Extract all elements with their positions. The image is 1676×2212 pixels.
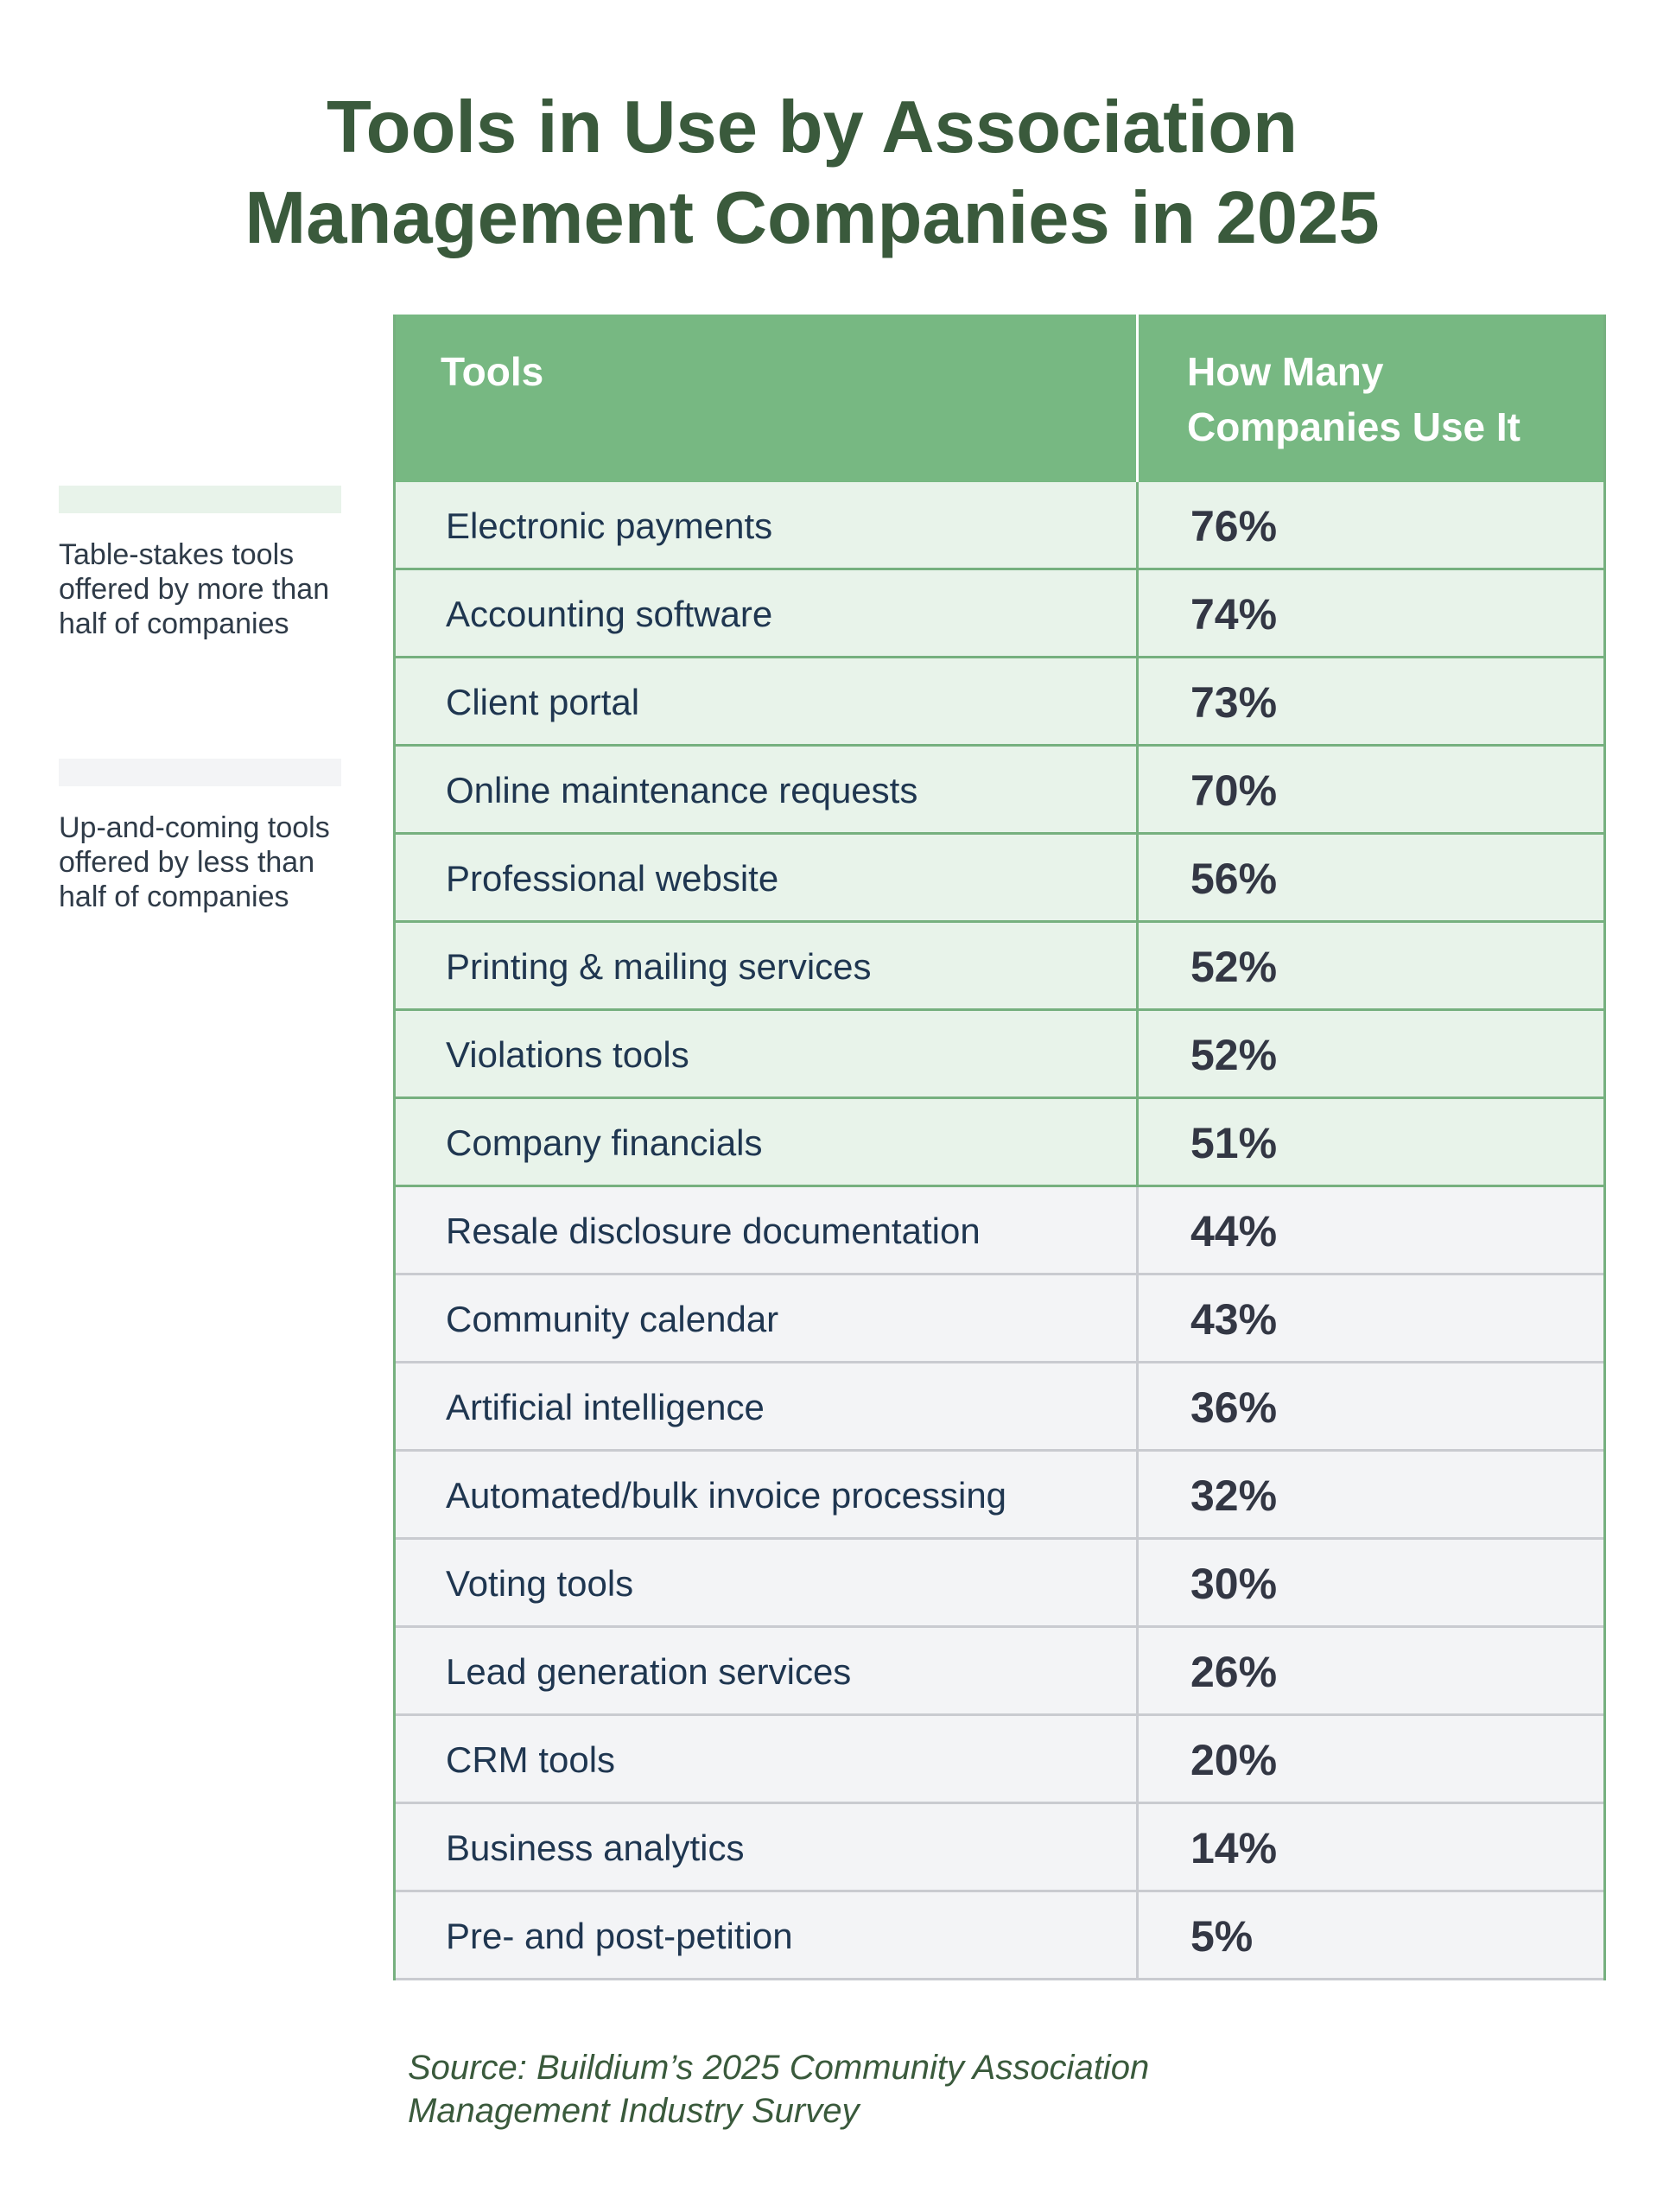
tools-table: Tools How Many Companies Use It Electron… bbox=[393, 315, 1606, 1980]
usage-percentage: 26% bbox=[1190, 1648, 1278, 1696]
tool-name: Professional website bbox=[396, 835, 1139, 920]
tool-name: Online maintenance requests bbox=[396, 747, 1139, 832]
table-row: Lead generation services 26% bbox=[396, 1628, 1603, 1716]
usage-percentage: 52% bbox=[1190, 943, 1278, 991]
legend-label-up-and-coming: Up-and-coming tools offered by less than… bbox=[59, 811, 330, 913]
usage-percentage: 76% bbox=[1190, 502, 1278, 550]
usage-percentage: 5% bbox=[1190, 1912, 1254, 1961]
usage-percentage: 74% bbox=[1190, 590, 1278, 639]
page-title: Tools in Use by Association Management C… bbox=[0, 82, 1624, 264]
tool-name: Resale disclosure documentation bbox=[396, 1187, 1139, 1273]
table-row: Online maintenance requests 70% bbox=[396, 747, 1603, 835]
tool-name: Voting tools bbox=[396, 1540, 1139, 1625]
table-row: Artificial intelligence 36% bbox=[396, 1363, 1603, 1452]
usage-percentage: 44% bbox=[1190, 1207, 1278, 1255]
legend-swatch-up-and-coming bbox=[59, 759, 341, 786]
legend-item-up-and-coming: Up-and-coming tools offered by less than… bbox=[59, 759, 352, 914]
tool-name: Lead generation services bbox=[396, 1628, 1139, 1713]
legend-swatch-table-stakes bbox=[59, 486, 341, 513]
table-header: Tools How Many Companies Use It bbox=[396, 315, 1603, 482]
table-row: Violations tools 52% bbox=[396, 1011, 1603, 1099]
legend-item-table-stakes: Table-stakes tools offered by more than … bbox=[59, 486, 352, 641]
tool-name: Pre- and post-petition bbox=[396, 1892, 1139, 1978]
column-header-tools: Tools bbox=[396, 315, 1139, 482]
tool-name: Accounting software bbox=[396, 570, 1139, 656]
table-body: Electronic payments 76% Accounting softwar… bbox=[396, 482, 1603, 1980]
table-row: Electronic payments 76% bbox=[396, 482, 1603, 570]
tool-name: Electronic payments bbox=[396, 482, 1139, 568]
tool-name: Automated/bulk invoice processing bbox=[396, 1452, 1139, 1537]
table-row: Resale disclosure documentation 44% bbox=[396, 1187, 1603, 1275]
usage-percentage: 32% bbox=[1190, 1471, 1278, 1520]
usage-percentage: 14% bbox=[1190, 1824, 1278, 1872]
legend-label-table-stakes: Table-stakes tools offered by more than … bbox=[59, 538, 330, 640]
table-row: Voting tools 30% bbox=[396, 1540, 1603, 1628]
tool-name: Client portal bbox=[396, 658, 1139, 744]
usage-percentage: 20% bbox=[1190, 1736, 1278, 1784]
usage-percentage: 30% bbox=[1190, 1560, 1278, 1608]
table-row: Client portal 73% bbox=[396, 658, 1603, 747]
table-row: Automated/bulk invoice processing 32% bbox=[396, 1452, 1603, 1540]
usage-percentage: 73% bbox=[1190, 678, 1278, 727]
usage-percentage: 51% bbox=[1190, 1119, 1278, 1167]
table-row: Business analytics 14% bbox=[396, 1804, 1603, 1892]
source-note: Source: Buildium’s 2025 Community Associ… bbox=[408, 2049, 1150, 2130]
table-row: Company financials 51% bbox=[396, 1099, 1603, 1187]
table-row: CRM tools 20% bbox=[396, 1716, 1603, 1804]
usage-percentage: 56% bbox=[1190, 855, 1278, 903]
table-row: Community calendar 43% bbox=[396, 1275, 1603, 1363]
tool-name: Violations tools bbox=[396, 1011, 1139, 1096]
tool-name: Business analytics bbox=[396, 1804, 1139, 1890]
tool-name: CRM tools bbox=[396, 1716, 1139, 1802]
title-line-1: Tools in Use by Association bbox=[326, 86, 1298, 168]
usage-percentage: 43% bbox=[1190, 1295, 1278, 1344]
column-header-usage: How Many Companies Use It bbox=[1187, 349, 1520, 449]
title-line-2: Management Companies in 2025 bbox=[244, 177, 1380, 259]
tool-name: Printing & mailing services bbox=[396, 923, 1139, 1008]
table-row: Accounting software 74% bbox=[396, 570, 1603, 658]
usage-percentage: 36% bbox=[1190, 1383, 1278, 1432]
usage-percentage: 70% bbox=[1190, 766, 1278, 815]
table-row: Professional website 56% bbox=[396, 835, 1603, 923]
table-row: Printing & mailing services 52% bbox=[396, 923, 1603, 1011]
usage-percentage: 52% bbox=[1190, 1031, 1278, 1079]
tool-name: Company financials bbox=[396, 1099, 1139, 1185]
table-row: Pre- and post-petition 5% bbox=[396, 1892, 1603, 1980]
tool-name: Artificial intelligence bbox=[396, 1363, 1139, 1449]
tool-name: Community calendar bbox=[396, 1275, 1139, 1361]
